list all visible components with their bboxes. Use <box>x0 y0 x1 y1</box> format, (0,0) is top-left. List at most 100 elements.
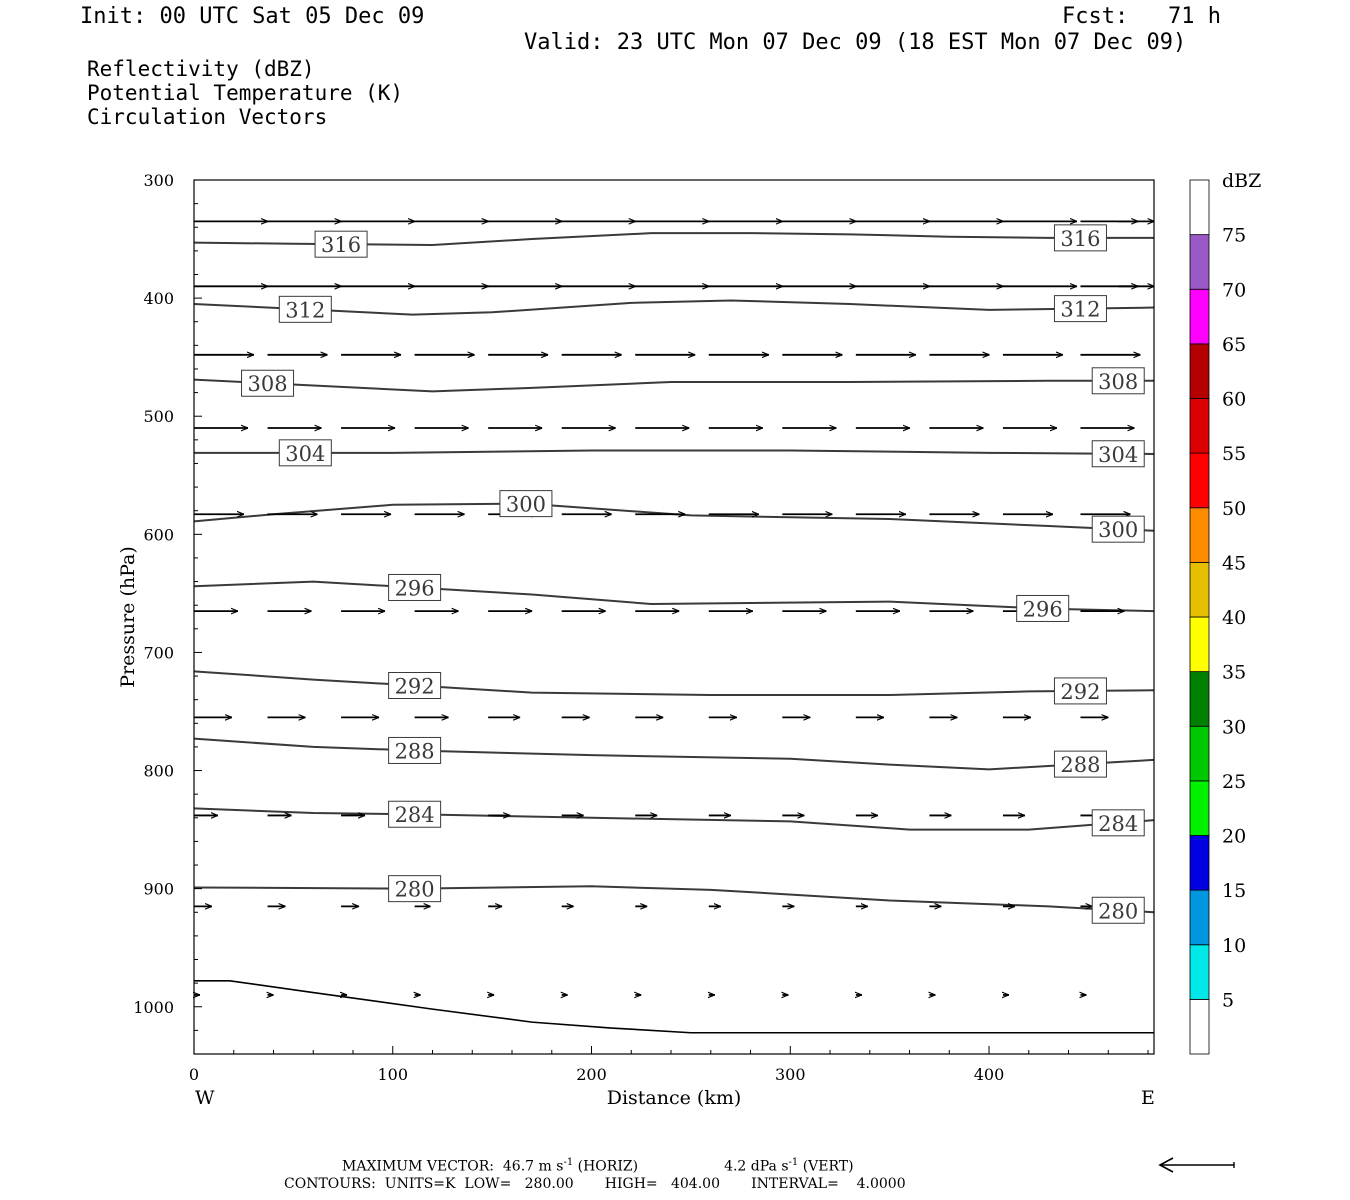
isentrope-label-box <box>1091 515 1145 543</box>
legend-line-reflectivity: Reflectivity (dBZ) <box>87 57 315 81</box>
contours-text: CONTOURS: UNITS=K LOW= 280.00 HIGH= 404.… <box>284 1176 906 1192</box>
x-axis-label: Distance (km) <box>607 1087 742 1109</box>
x-tick-label: 0 <box>189 1065 199 1084</box>
isentrope-label-284: 284 <box>395 803 435 827</box>
isentrope-300 <box>193 502 1155 532</box>
x-tick-label: 400 <box>974 1065 1005 1084</box>
colorbar-bin <box>1189 179 1210 236</box>
isentrope-label-box <box>388 736 442 764</box>
isentrope-label-box <box>1091 809 1145 837</box>
colorbar-title: dBZ <box>1222 170 1261 192</box>
isentrope-label-box <box>278 439 332 467</box>
colorbar-bin <box>1189 507 1210 563</box>
isentrope-label-300: 300 <box>506 493 546 517</box>
x-tick-label: 200 <box>576 1065 607 1084</box>
colorbar-bin <box>1189 780 1210 836</box>
x-end-label-west: W <box>195 1087 215 1109</box>
colorbar-bin <box>1189 288 1210 345</box>
isentrope-label-304: 304 <box>285 442 325 466</box>
plot-frame <box>193 179 1155 1055</box>
max-vector-text: MAXIMUM VECTOR: 46.7 m s-1 (HORIZ) 4.2 dP… <box>342 1157 854 1175</box>
isentrope-label-box <box>388 672 442 700</box>
y-tick-label: 400 <box>143 289 174 308</box>
legend-line-circulation-vectors: Circulation Vectors <box>87 105 328 129</box>
colorbar-bin <box>1189 725 1210 782</box>
isentrope-label-box <box>388 800 442 828</box>
isentrope-label-box <box>1053 295 1107 323</box>
isentrope-label-box <box>1016 594 1070 622</box>
reference-vector-icon <box>1158 1157 1235 1173</box>
colorbar-bin <box>1189 561 1210 618</box>
colorbar-label: 55 <box>1222 443 1246 465</box>
isentrope-label-296: 296 <box>395 576 435 600</box>
isentrope-label-box <box>499 490 553 518</box>
isentrope-280 <box>193 885 1155 914</box>
y-axis-label: Pressure (hPa) <box>117 546 139 688</box>
colorbar-bin <box>1189 998 1210 1055</box>
y-tick-label: 500 <box>143 407 174 426</box>
colorbar-label: 25 <box>1222 771 1246 793</box>
isentrope-label-316: 316 <box>321 233 361 257</box>
isentrope-label-box <box>388 875 442 903</box>
y-tick-label: 700 <box>143 643 174 662</box>
isentrope-label-292: 292 <box>1060 680 1100 704</box>
isentrope-label-box <box>1091 896 1145 924</box>
y-tick-label: 600 <box>143 525 174 544</box>
colorbar-label: 65 <box>1222 334 1246 356</box>
isentrope-label-box <box>1091 440 1145 468</box>
colorbar-bin <box>1189 616 1210 673</box>
isentrope-label-box <box>1053 677 1107 705</box>
colorbar-label: 45 <box>1222 552 1246 574</box>
colorbar-bin <box>1189 835 1210 891</box>
isentrope-label-280: 280 <box>395 878 435 902</box>
isentrope-312 <box>193 299 1155 316</box>
isentrope-label-308: 308 <box>247 372 287 396</box>
colorbar-label: 70 <box>1222 279 1246 301</box>
isentrope-label-box <box>314 230 368 258</box>
isentrope-284 <box>193 807 1155 831</box>
colorbar-label: 5 <box>1222 989 1234 1011</box>
surface-line <box>194 979 1154 1034</box>
isentrope-label-box <box>1053 750 1107 778</box>
isentrope-296 <box>193 580 1155 613</box>
valid-time: Valid: 23 UTC Mon 07 Dec 09 (18 EST Mon … <box>524 30 1187 55</box>
y-tick-label: 300 <box>143 171 174 190</box>
isentrope-label-292: 292 <box>395 675 435 699</box>
isentrope-label-box <box>1053 224 1107 252</box>
colorbar-bin <box>1189 452 1210 509</box>
isentrope-304 <box>194 449 1155 456</box>
forecast-hour: Fcst: 71 h <box>1062 4 1221 29</box>
isentrope-label-288: 288 <box>395 739 435 763</box>
isentrope-label-300: 300 <box>1098 518 1138 542</box>
isentrope-label-312: 312 <box>285 298 325 322</box>
isentrope-288 <box>193 737 1155 771</box>
colorbar-label: 20 <box>1222 826 1246 848</box>
colorbar-bin <box>1189 343 1210 399</box>
isentrope-label-box <box>241 369 295 397</box>
x-end-label-east: E <box>1141 1087 1155 1109</box>
isentrope-label-280: 280 <box>1098 899 1138 923</box>
isentrope-label-308: 308 <box>1098 370 1138 394</box>
legend-line-potential-temperature: Potential Temperature (K) <box>87 81 404 105</box>
isentrope-label-296: 296 <box>1023 597 1063 621</box>
isentrope-label-288: 288 <box>1060 753 1100 777</box>
colorbar-label: 40 <box>1222 607 1246 629</box>
isentrope-label-312: 312 <box>1060 298 1100 322</box>
colorbar-bin <box>1189 944 1210 1000</box>
y-tick-label: 800 <box>143 762 174 781</box>
isentrope-label-284: 284 <box>1098 812 1138 836</box>
init-time: Init: 00 UTC Sat 05 Dec 09 <box>80 4 425 29</box>
colorbar-label: 35 <box>1222 662 1246 684</box>
colorbar-label: 15 <box>1222 880 1246 902</box>
y-tick-label: 1000 <box>133 998 174 1017</box>
isentrope-label-304: 304 <box>1098 443 1138 467</box>
y-tick-label: 900 <box>143 880 174 899</box>
colorbar-bin <box>1189 889 1210 946</box>
colorbar-bin <box>1189 398 1210 454</box>
isentrope-label-box <box>388 573 442 601</box>
colorbar-label: 10 <box>1222 935 1246 957</box>
colorbar-bin <box>1189 671 1210 727</box>
isentrope-label-box <box>1091 367 1145 395</box>
colorbar-label: 50 <box>1222 498 1246 520</box>
